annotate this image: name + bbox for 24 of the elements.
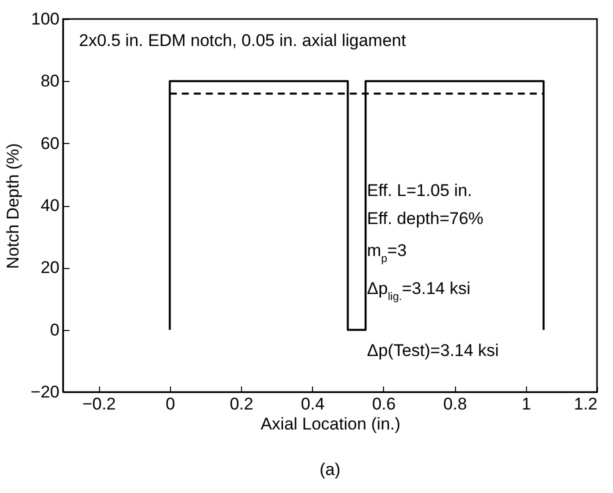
y-tick-label: −20 <box>30 382 60 402</box>
annotation: 2x0.5 in. EDM notch, 0.05 in. axial ligament <box>79 31 406 50</box>
annotation: Δp(Test)=3.14 ksi <box>367 341 499 360</box>
x-tick-label: −0.2 <box>82 394 116 414</box>
x-tick-label: 1 <box>522 394 532 414</box>
y-axis-title: Notch Depth (%) <box>4 143 23 269</box>
x-tick-label: 0.2 <box>230 394 254 414</box>
annotation: m$_{p}$=3 <box>367 241 407 265</box>
text: (a) <box>320 460 340 479</box>
x-tick-label: 0 <box>166 394 176 414</box>
y-tick-label: 80 <box>40 72 60 91</box>
y-tick-label: 0 <box>50 320 60 340</box>
y-tick-label: 100 <box>31 10 60 28</box>
x-tick-label: 0.4 <box>300 394 325 414</box>
x-tick-label: 1.2 <box>574 394 598 414</box>
y-tick-label: 60 <box>40 134 60 153</box>
x-tick-label: 0.6 <box>372 394 396 414</box>
y-tick-label: 20 <box>40 258 60 278</box>
y-tick-label: 40 <box>40 196 60 215</box>
annotation: Eff. L=1.05 in. <box>367 181 472 200</box>
x-tick-label: 0.8 <box>443 394 467 414</box>
annotation: Eff. depth=76% <box>367 209 484 228</box>
x-axis-title: Axial Location (in.) <box>260 414 400 434</box>
annotation: Δp$_{lig.}$=3.14 ksi <box>367 279 470 303</box>
